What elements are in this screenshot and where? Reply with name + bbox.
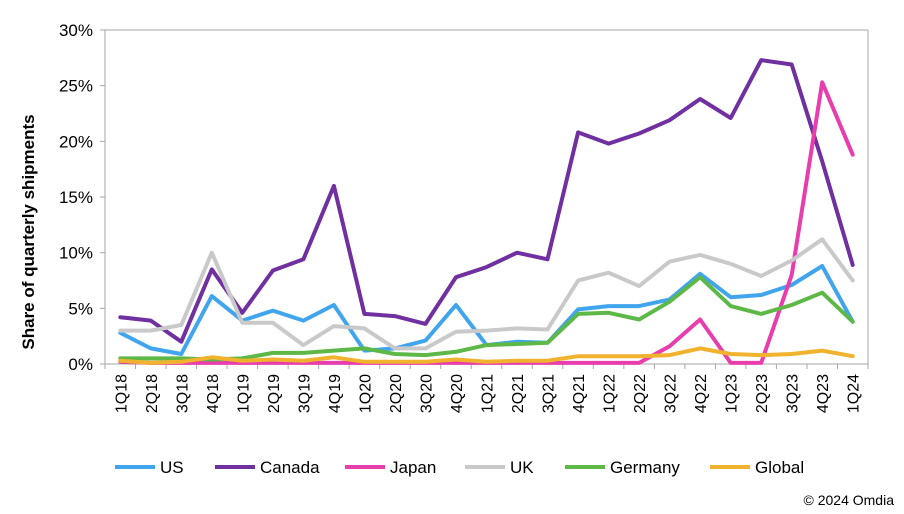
- y-tick-label: 20%: [59, 132, 93, 151]
- x-tick-label: 2Q22: [632, 374, 649, 413]
- y-tick-label: 10%: [59, 244, 93, 263]
- legend-label-japan: Japan: [390, 458, 436, 477]
- x-tick-label: 3Q23: [785, 374, 802, 413]
- legend-label-us: US: [160, 458, 184, 477]
- x-tick-label: 1Q18: [113, 374, 130, 413]
- series-line-japan: [118, 80, 855, 365]
- x-tick-label: 3Q18: [174, 374, 191, 413]
- x-tick-label: 4Q18: [205, 374, 222, 413]
- x-tick-label: 2Q18: [144, 374, 161, 413]
- legend-label-uk: UK: [510, 458, 534, 477]
- x-tick-label: 4Q19: [327, 374, 344, 413]
- series-line-canada: [118, 58, 855, 344]
- x-tick-label: 1Q20: [357, 374, 374, 413]
- y-tick-label: 0%: [68, 355, 93, 374]
- y-tick-label: 25%: [59, 77, 93, 96]
- x-tick-label: 1Q23: [724, 374, 741, 413]
- x-tick-label: 4Q23: [815, 374, 832, 413]
- x-tick-label: 1Q21: [480, 374, 497, 413]
- legend-label-global: Global: [755, 458, 804, 477]
- series-lines: [118, 58, 855, 365]
- legend-label-canada: Canada: [260, 458, 320, 477]
- x-tick-label: 3Q19: [296, 374, 313, 413]
- x-axis: 1Q18 2Q18 3Q18 4Q18 1Q19 2Q19 3Q19 4Q19 1Q20 2Q20…: [104, 364, 869, 413]
- copyright-text: © 2024 Omdia: [803, 492, 894, 508]
- y-tick-label: 15%: [59, 188, 93, 207]
- x-tick-label: 2Q21: [510, 374, 527, 413]
- x-tick-label: 1Q24: [846, 374, 863, 413]
- x-tick-label: 4Q21: [571, 374, 588, 413]
- legend-label-germany: Germany: [610, 458, 680, 477]
- x-tick-label: 4Q20: [449, 374, 466, 413]
- y-tick-label: 5%: [68, 299, 93, 318]
- legend: US Canada Japan UK Germany Global: [115, 458, 804, 477]
- x-tick-label: 3Q21: [541, 374, 558, 413]
- x-tick-label: 2Q20: [388, 374, 405, 413]
- x-tick-label: 2Q23: [754, 374, 771, 413]
- x-tick-label: 3Q20: [418, 374, 435, 413]
- y-axis-label: Share of quarterly shipments: [19, 114, 38, 349]
- y-tick-label: 30%: [59, 21, 93, 40]
- y-axis: 0% 5% 10% 15% 20% 25% 30%: [59, 21, 105, 374]
- x-tick-label: 2Q19: [266, 374, 283, 413]
- series-line-global: [118, 346, 855, 365]
- x-tick-label: 4Q22: [693, 374, 710, 413]
- x-tick-label: 1Q19: [235, 374, 252, 413]
- x-tick-label: 1Q22: [602, 374, 619, 413]
- series-line-germany: [118, 275, 855, 362]
- series-line-uk: [118, 237, 855, 351]
- x-tick-label: 3Q22: [663, 374, 680, 413]
